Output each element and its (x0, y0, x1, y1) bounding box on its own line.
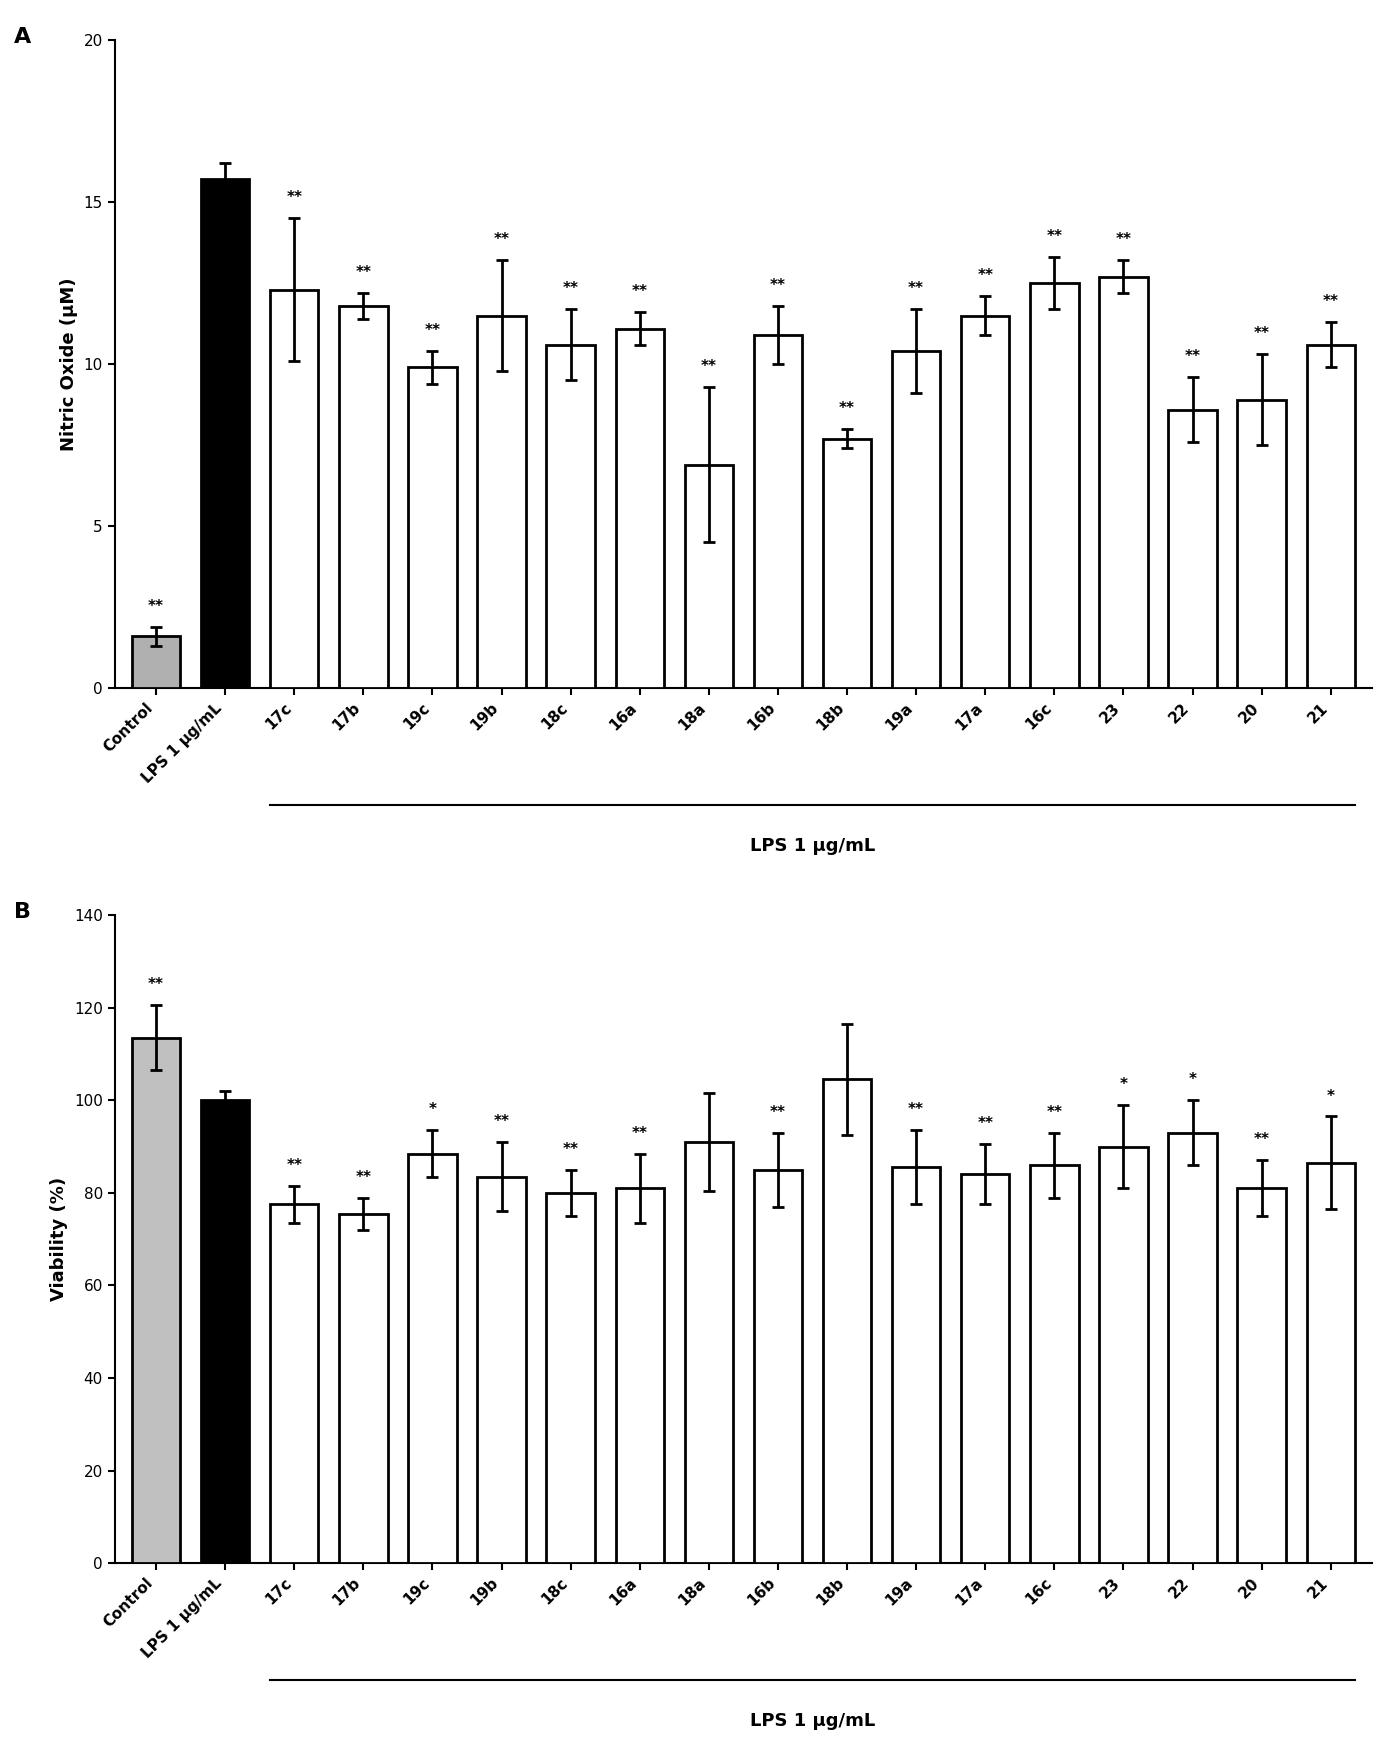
Text: **: ** (909, 282, 924, 296)
Bar (339, 306, 388, 688)
Bar (270, 290, 318, 688)
Text: **: ** (1046, 229, 1063, 245)
Bar (753, 1169, 802, 1563)
Bar (1169, 1132, 1217, 1563)
Bar (270, 1204, 318, 1563)
Text: **: ** (770, 1104, 785, 1120)
Bar (339, 1214, 388, 1563)
Text: *: * (1327, 1088, 1334, 1104)
Text: LPS 1 μg/mL: LPS 1 μg/mL (750, 1713, 875, 1731)
Bar (685, 466, 734, 688)
Text: **: ** (563, 282, 578, 296)
Text: **: ** (631, 1125, 648, 1141)
Bar (616, 1188, 664, 1563)
Bar (1238, 1188, 1285, 1563)
Bar (823, 1080, 871, 1563)
Text: **: ** (563, 1141, 578, 1157)
Bar (477, 315, 526, 688)
Text: **: ** (424, 324, 441, 338)
Text: **: ** (148, 977, 164, 992)
Bar (546, 1194, 595, 1563)
Text: **: ** (356, 1169, 371, 1185)
Text: **: ** (494, 233, 510, 247)
Bar (477, 1176, 526, 1563)
Text: **: ** (839, 401, 855, 416)
Bar (892, 352, 941, 688)
Bar (132, 1038, 181, 1563)
Bar (616, 329, 664, 688)
Bar (132, 637, 181, 688)
Text: **: ** (356, 264, 371, 280)
Text: **: ** (1116, 233, 1131, 247)
Text: **: ** (286, 1158, 302, 1172)
Text: **: ** (1323, 294, 1338, 310)
Bar (1099, 276, 1148, 688)
Bar (409, 368, 456, 688)
Bar (1169, 410, 1217, 688)
Text: **: ** (494, 1115, 510, 1129)
Text: **: ** (1046, 1104, 1063, 1120)
Text: **: ** (1253, 327, 1270, 341)
Bar (1306, 1162, 1355, 1563)
Bar (202, 1101, 249, 1563)
Text: **: ** (1184, 350, 1201, 364)
Text: **: ** (977, 268, 993, 284)
Text: **: ** (148, 598, 164, 614)
Text: *: * (428, 1102, 437, 1118)
Bar (1030, 284, 1078, 688)
Text: **: ** (977, 1116, 993, 1130)
Text: **: ** (631, 284, 648, 299)
Bar (546, 345, 595, 688)
Text: **: ** (286, 191, 302, 205)
Y-axis label: Nitric Oxide (μM): Nitric Oxide (μM) (60, 278, 78, 452)
Bar (409, 1153, 456, 1563)
Text: A: A (14, 26, 31, 47)
Bar (892, 1167, 941, 1563)
Text: *: * (1189, 1073, 1197, 1087)
Text: **: ** (701, 359, 717, 374)
Bar (685, 1143, 734, 1563)
Text: B: B (14, 901, 31, 922)
Bar (960, 315, 1009, 688)
Text: *: * (1120, 1076, 1127, 1092)
Bar (202, 180, 249, 688)
Bar (1030, 1166, 1078, 1563)
Bar (823, 439, 871, 688)
Bar (1099, 1146, 1148, 1563)
Y-axis label: Viability (%): Viability (%) (50, 1178, 69, 1302)
Text: **: ** (770, 278, 785, 292)
Text: **: ** (909, 1102, 924, 1118)
Bar (753, 334, 802, 688)
Text: LPS 1 μg/mL: LPS 1 μg/mL (750, 838, 875, 856)
Bar (1238, 399, 1285, 688)
Bar (960, 1174, 1009, 1563)
Text: **: ** (1253, 1132, 1270, 1148)
Bar (1306, 345, 1355, 688)
